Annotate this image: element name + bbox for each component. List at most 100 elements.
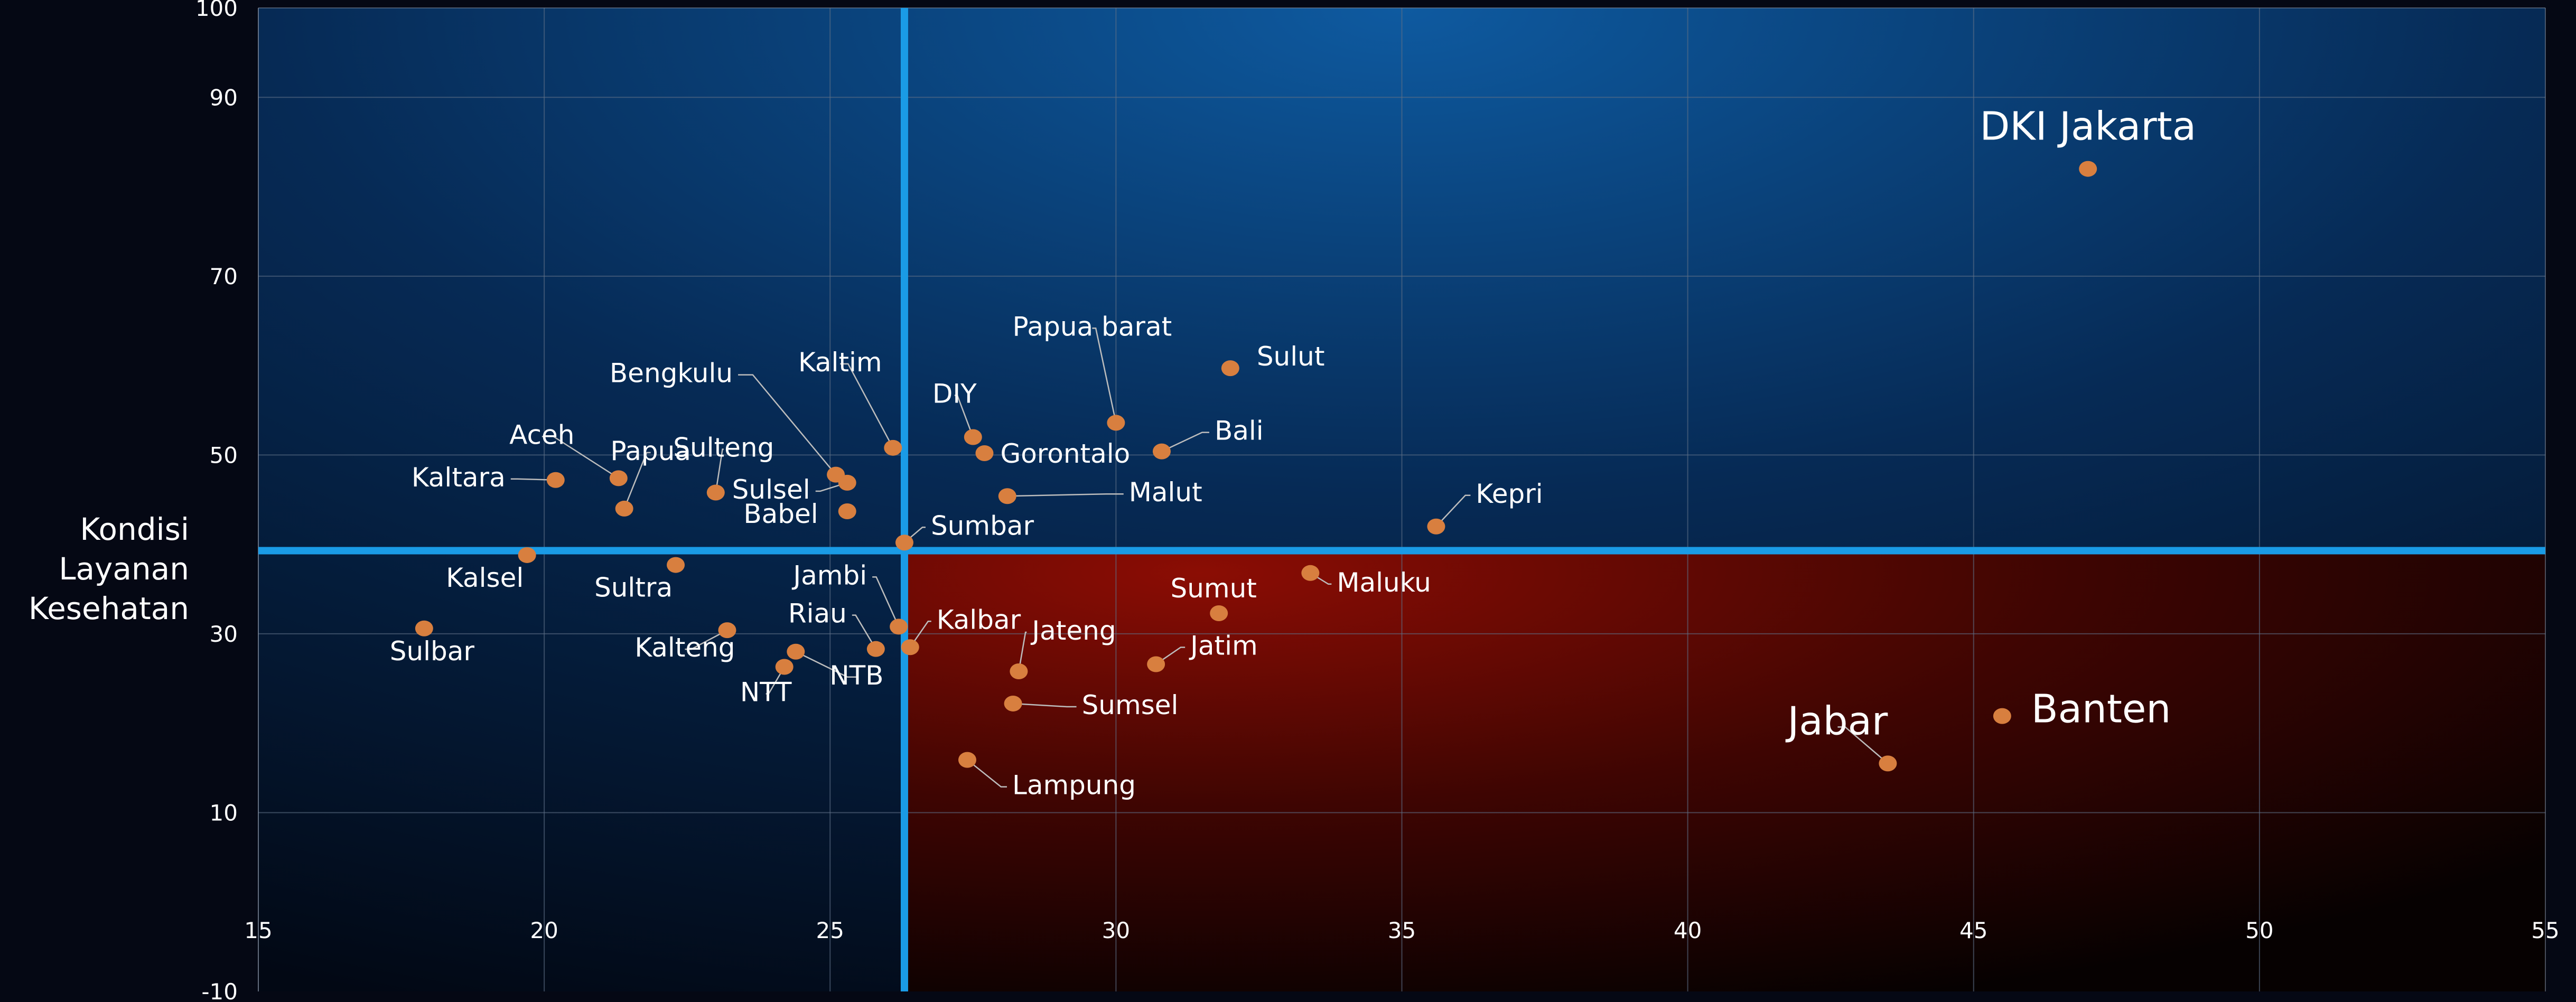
data-point	[615, 500, 633, 517]
data-point	[998, 488, 1016, 504]
x-tick-label: 50	[2245, 917, 2273, 943]
data-label: Papua	[610, 436, 691, 466]
x-tick-label: 40	[1674, 917, 1702, 943]
data-point	[884, 439, 902, 456]
data-label: Jabar	[1785, 698, 1888, 744]
data-point	[901, 639, 919, 655]
data-point	[1010, 663, 1028, 680]
x-tick-label: 35	[1388, 917, 1416, 943]
data-point	[609, 470, 628, 486]
data-label: Kalbar	[937, 604, 1021, 635]
y-axis-label-line-3: Kesehatan	[28, 591, 189, 626]
data-point	[2079, 161, 2097, 177]
data-label: Sultra	[594, 573, 673, 603]
leader-line	[715, 448, 724, 493]
data-label: NTB	[829, 660, 883, 691]
data-point	[706, 484, 725, 501]
data-label: Sulsel	[732, 474, 810, 505]
data-point	[415, 620, 433, 636]
data-point	[964, 429, 982, 445]
data-label: Aceh	[509, 419, 574, 450]
data-label: Kaltara	[412, 462, 506, 493]
x-tick-label: 20	[530, 917, 558, 943]
leader-line	[1837, 726, 1889, 764]
y-tick-label: 10	[210, 800, 238, 826]
data-point	[890, 619, 908, 635]
data-label: Papua barat	[1013, 311, 1172, 342]
x-tick-label: 55	[2531, 917, 2559, 943]
data-label: Bali	[1215, 416, 1264, 446]
data-point	[1210, 605, 1228, 621]
data-label: Banten	[2031, 687, 2171, 732]
data-label: DIY	[932, 379, 977, 409]
leader-line	[872, 576, 900, 627]
x-tick-label: 30	[1102, 917, 1130, 943]
data-label: Sumut	[1170, 573, 1256, 604]
data-point	[1147, 656, 1165, 672]
data-point	[1221, 360, 1239, 377]
data-label: Lampung	[1012, 770, 1136, 801]
data-label: Bengkulu	[610, 358, 733, 389]
data-label: Gorontalo	[1000, 438, 1130, 469]
data-point	[1301, 565, 1320, 581]
data-label: DKI Jakarta	[1980, 104, 2196, 149]
leader-line	[766, 666, 785, 695]
data-point	[1004, 695, 1022, 711]
data-label: Kalteng	[634, 632, 735, 663]
data-point	[546, 472, 565, 488]
quadrant-high-x-low-y	[904, 550, 2546, 991]
y-tick-label: 100	[195, 0, 238, 21]
leader-line	[738, 374, 837, 475]
leader-line	[1435, 494, 1471, 527]
leader-line	[1155, 647, 1186, 665]
data-point	[1107, 415, 1125, 431]
data-label: Babel	[743, 499, 818, 529]
data-label: Sulteng	[673, 432, 774, 463]
leader-line	[967, 759, 1007, 788]
y-tick-label: 30	[210, 621, 238, 647]
y-tick-label: -10	[201, 979, 238, 1002]
data-point	[958, 752, 976, 768]
y-axis-label: Kondisi Layanan Kesehatan	[0, 510, 189, 629]
data-point	[866, 641, 885, 657]
data-point	[838, 503, 856, 520]
data-label: Riau	[788, 598, 847, 629]
data-point	[1879, 755, 1897, 772]
data-point	[1993, 708, 2011, 724]
leader-line	[510, 478, 556, 481]
data-label: Jatim	[1189, 630, 1258, 661]
leader-line	[795, 651, 857, 678]
x-tick-label: 45	[1959, 917, 1987, 943]
data-point	[975, 445, 994, 461]
data-point	[895, 535, 913, 551]
y-tick-label: 50	[210, 442, 238, 468]
y-tick-label: 70	[210, 264, 238, 289]
data-label: Malut	[1129, 477, 1202, 508]
leader-line	[1161, 432, 1209, 452]
y-axis-label-line-2: Layanan	[59, 551, 189, 587]
data-point	[1152, 443, 1171, 460]
data-point	[518, 547, 536, 563]
data-label: Sumsel	[1082, 690, 1179, 720]
data-label: Jambi	[791, 560, 867, 591]
data-label: Kaltim	[798, 347, 882, 378]
y-tick-label: 90	[210, 85, 238, 110]
y-axis-label-line-1: Kondisi	[80, 511, 189, 547]
x-tick-label: 25	[816, 917, 844, 943]
data-label: Kepri	[1476, 479, 1543, 509]
leader-line	[685, 630, 728, 650]
data-label: Kalsel	[446, 563, 524, 593]
data-label: Sumbar	[931, 510, 1034, 541]
leader-line	[840, 363, 894, 448]
data-point	[667, 557, 685, 573]
leader-line	[1092, 327, 1117, 423]
leader-line	[1018, 631, 1027, 672]
data-point	[775, 659, 794, 675]
leader-line	[623, 452, 651, 509]
leader-line	[954, 395, 974, 437]
leader-line	[852, 614, 876, 650]
leader-line	[1013, 703, 1077, 708]
data-point	[1427, 518, 1445, 535]
data-label: Maluku	[1337, 567, 1431, 598]
